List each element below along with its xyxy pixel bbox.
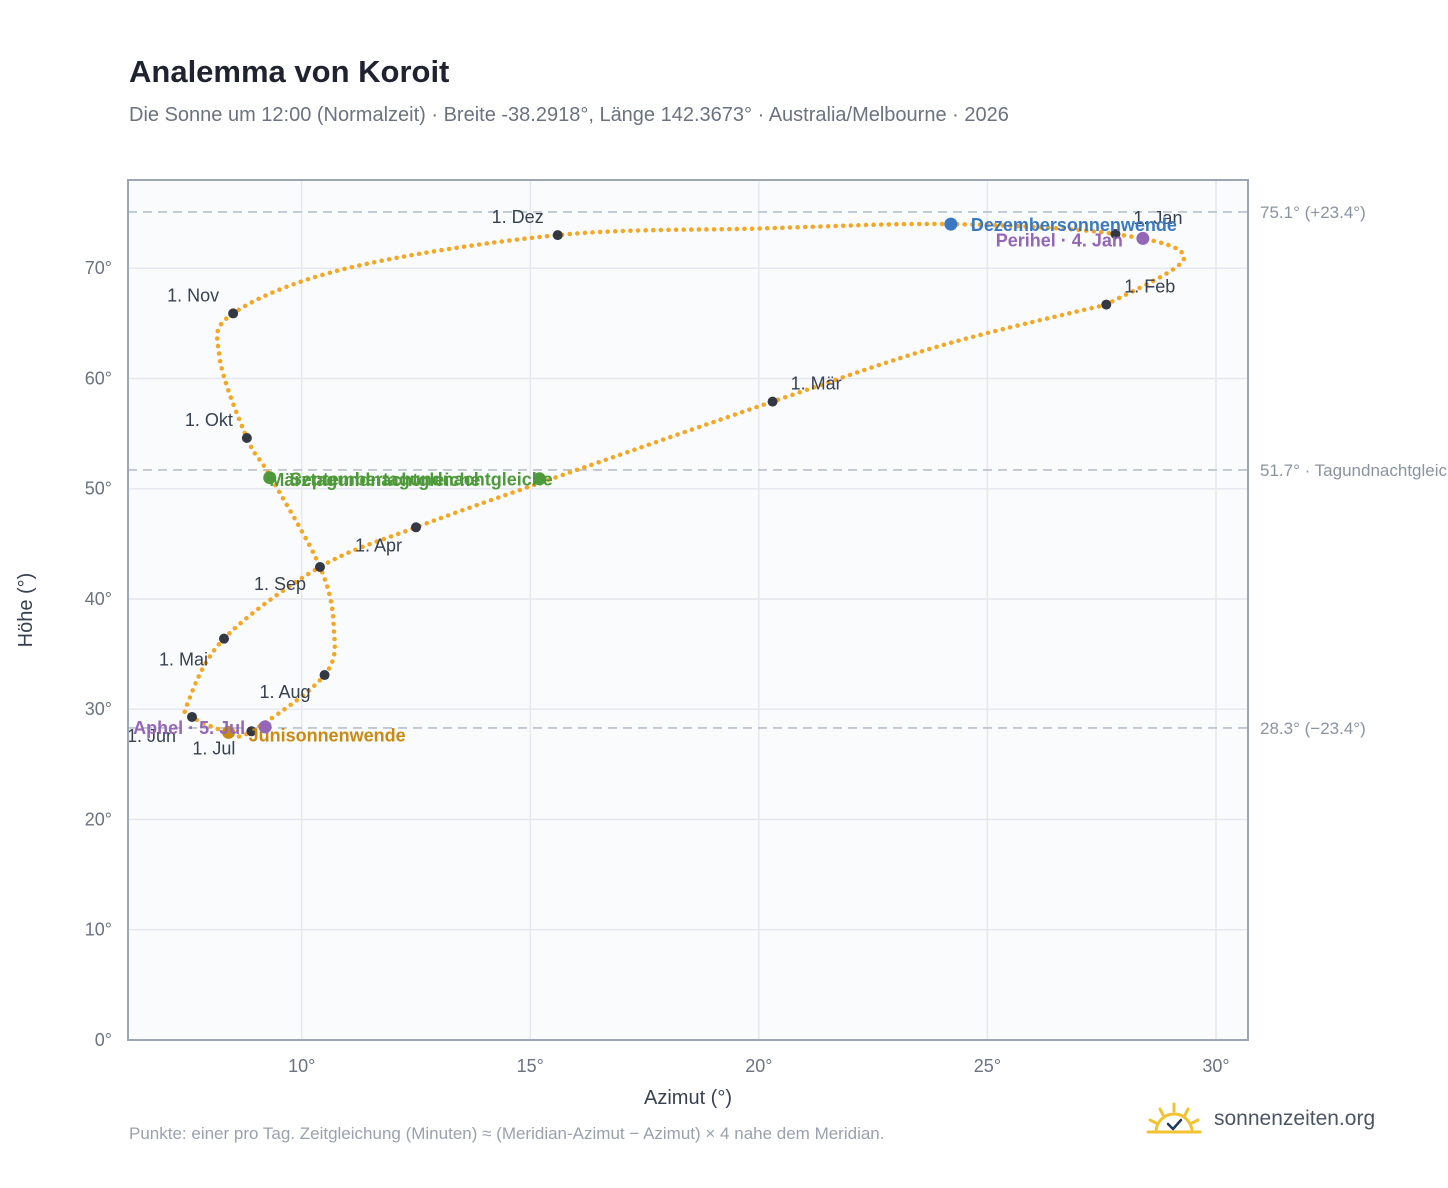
y-tick-label: 70°	[85, 258, 112, 278]
month-marker	[411, 522, 421, 533]
event-marker	[944, 217, 958, 231]
x-tick-label: 30°	[1202, 1056, 1229, 1076]
event-marker	[1136, 231, 1150, 245]
month-marker	[319, 670, 330, 681]
footnote: Punkte: einer pro Tag. Zeitgleichung (Mi…	[129, 1124, 885, 1143]
event-label: Perihel · 4. Jan	[996, 230, 1123, 250]
month-markers: 1. Jan 1. Feb 1. Mär 1. Apr 1. Mai 1. Jun 1. J…	[127, 207, 1183, 758]
event-marker	[222, 725, 236, 739]
event-label: Dezembersonnenwende	[971, 215, 1177, 235]
y-tick-label: 10°	[85, 920, 112, 940]
event-label: Junisonnenwende	[249, 725, 406, 745]
y-tick-label: 40°	[85, 589, 112, 609]
month-label: 1. Aug	[260, 682, 311, 702]
month-label: 1. Nov	[167, 285, 219, 305]
reference-lines: 75.1° (+23.4°) 51.7° · Tagundnachtgleiche…	[128, 203, 1448, 738]
brand-logo[interactable]: sonnenzeiten.org	[1146, 1102, 1375, 1136]
month-marker	[552, 230, 563, 241]
month-label: 1. Sep	[254, 574, 306, 594]
month-label: 1. Jul	[192, 738, 235, 758]
page-subtitle: Die Sonne um 12:00 (Normalzeit) · Breite…	[129, 104, 1009, 126]
month-label: 1. Feb	[1124, 277, 1175, 297]
brand-name: sonnenzeiten.org	[1214, 1107, 1376, 1130]
month-label: 1. Mär	[791, 374, 842, 394]
y-tick-label: 0°	[95, 1030, 112, 1050]
event-label: Septembertagundnachtgleiche	[290, 470, 553, 490]
axis-ticks: 10° 15° 20° 25° 30° 0° 10° 20° 30° 40° 50° 60° 70°	[85, 258, 1230, 1076]
month-label: 1. Jan	[1133, 208, 1182, 228]
reference-line-label: 75.1° (+23.4°)	[1260, 203, 1366, 222]
x-tick-label: 10°	[288, 1056, 315, 1076]
month-label: 1. Mai	[159, 650, 208, 670]
event-marker	[263, 471, 277, 485]
plot-background	[128, 180, 1248, 1040]
y-tick-label: 50°	[85, 479, 112, 499]
event-marker	[532, 472, 546, 486]
plot-area	[128, 180, 1248, 1040]
x-tick-label: 15°	[517, 1056, 544, 1076]
page-title: Analemma von Koroit	[129, 54, 450, 89]
month-marker	[219, 633, 229, 644]
month-marker	[315, 562, 325, 572]
month-marker	[1110, 229, 1121, 240]
y-tick-label: 20°	[85, 809, 112, 829]
reference-line-label: 51.7° · Tagundnachtgleiche	[1260, 461, 1448, 480]
month-label: 1. Dez	[492, 207, 544, 227]
x-tick-label: 25°	[974, 1056, 1001, 1076]
plot-frame	[127, 179, 1249, 1041]
analemma-path	[182, 221, 1187, 739]
month-marker	[767, 396, 778, 407]
month-marker	[241, 433, 252, 443]
month-marker	[228, 308, 239, 319]
month-label: 1. Jun	[127, 726, 176, 746]
y-tick-label: 30°	[85, 699, 112, 719]
month-marker	[246, 726, 257, 737]
month-label: 1. Apr	[355, 535, 402, 555]
event-label: Aphel · 5. Jul	[133, 718, 245, 738]
month-label: 1. Okt	[185, 410, 233, 430]
event-label: Märztagundnachtgleiche	[269, 470, 480, 490]
y-axis-label: Höhe (°)	[15, 573, 37, 648]
reference-line-label: 28.3° (−23.4°)	[1260, 719, 1366, 738]
month-marker	[1101, 299, 1112, 310]
analemma-curve	[182, 221, 1187, 739]
x-tick-label: 20°	[745, 1056, 772, 1076]
y-tick-label: 60°	[85, 368, 112, 388]
x-axis-label: Azimut (°)	[644, 1087, 732, 1109]
sun-logo-icon	[1146, 1102, 1202, 1134]
month-marker	[187, 711, 197, 722]
event-marker	[258, 720, 272, 734]
